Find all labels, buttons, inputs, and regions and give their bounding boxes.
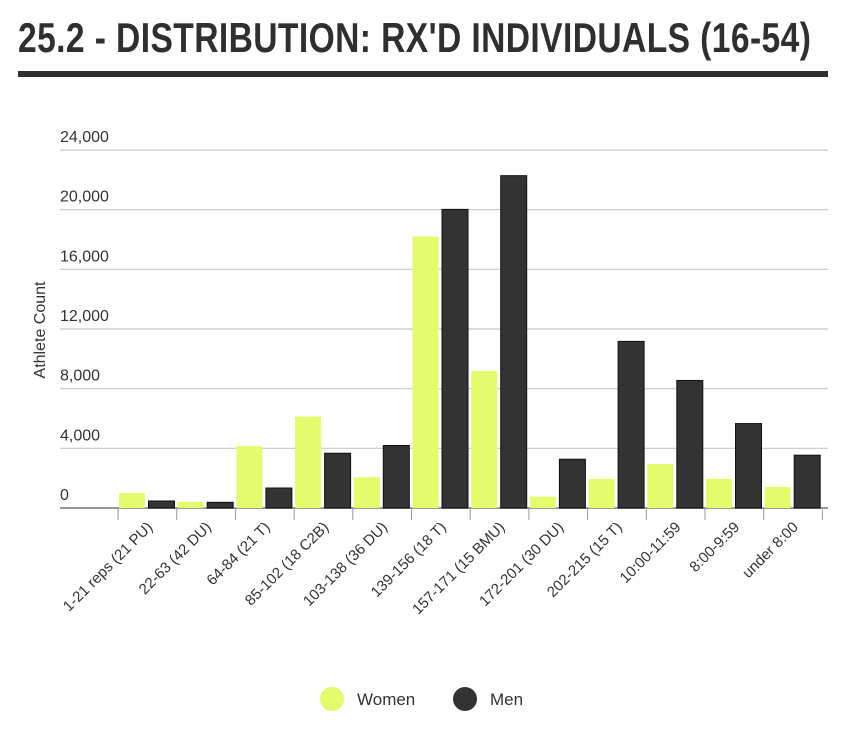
bar-women [764, 486, 791, 508]
bar-women [529, 496, 556, 508]
y-axis-label: Athlete Count [32, 281, 49, 379]
y-tick-label: 24,000 [60, 129, 109, 146]
bar-men [441, 208, 469, 509]
legend-label-men: Men [490, 690, 523, 709]
legend-marker-women [320, 687, 344, 711]
bar-men [617, 340, 645, 509]
y-tick-label: 4,000 [60, 427, 100, 444]
legend-label-women: Women [357, 690, 415, 709]
bar-men [324, 452, 352, 509]
x-tick-label: under 8:00 [739, 519, 802, 582]
y-tick-label: 20,000 [60, 189, 109, 206]
bar-men [206, 501, 234, 509]
bar-women [353, 477, 380, 508]
bar-women [588, 478, 615, 508]
y-tick-label: 0 [60, 487, 69, 504]
bar-men [558, 458, 586, 509]
title-underline [18, 71, 828, 77]
bar-men [382, 444, 410, 509]
bar-women [295, 416, 322, 508]
y-tick-label: 16,000 [60, 248, 109, 265]
x-tick-label: 1-21 reps (21 PU) [60, 519, 156, 615]
y-tick-label: 8,000 [60, 368, 100, 385]
bar-women [119, 493, 145, 508]
chart-title: 25.2 - DISTRIBUTION: RX'D INDIVIDUALS (1… [18, 14, 812, 61]
bar-men [793, 454, 821, 509]
bar-women [706, 478, 732, 508]
bar-women [471, 371, 498, 508]
x-tick-label: 8:00-9:59 [686, 519, 743, 576]
legend-marker-men [453, 687, 477, 711]
bar-women [412, 236, 439, 508]
bar-women [647, 463, 674, 508]
bar-men [676, 379, 704, 509]
x-tick-label: 10:00-11:59 [617, 519, 685, 587]
y-tick-label: 12,000 [60, 308, 109, 325]
bar-women [177, 501, 204, 508]
bar-men [500, 175, 528, 509]
bar-women [236, 446, 263, 508]
bar-men [148, 500, 175, 509]
bar-men [265, 487, 293, 509]
bar-men [735, 423, 762, 509]
